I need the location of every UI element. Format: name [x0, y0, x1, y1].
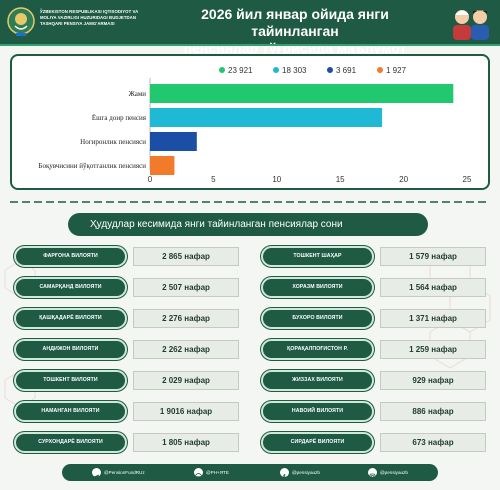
facebook-icon: f	[280, 468, 289, 482]
region-name: СИРДАРЁ ВИЛОЯТИ	[261, 432, 374, 453]
region-value: 2 507 нафар	[133, 278, 239, 297]
page-title: 2026 йил январ ойида янги тайинланган пе…	[183, 6, 407, 56]
region-name: ФАРҒОНА ВИЛОЯТИ	[14, 246, 127, 267]
footer-social-bar: @PensionFundRUz @PH+ЯТЕ f @pensiyauzb @p…	[62, 464, 438, 482]
region-value: 1 564 нафар	[380, 278, 486, 297]
region-value: 1 805 нафар	[133, 433, 239, 452]
x-tick-label: 0	[148, 175, 153, 184]
x-tick-label: 15	[336, 175, 345, 184]
x-tick-label: 5	[211, 175, 216, 184]
region-name: НАМАНГАН ВИЛОЯТИ	[14, 401, 127, 422]
header-bar: ЎZBEKISTON RESPUBLIKASI IQTISODIYOT VA M…	[0, 0, 500, 56]
facebook-link[interactable]: f @pensiyauzb	[280, 464, 320, 482]
category-label: Жами	[129, 90, 147, 98]
decorative-divider	[10, 201, 490, 203]
legend-label: 3 691	[336, 66, 357, 75]
bar-2	[150, 132, 197, 151]
region-value: 886 нафар	[380, 402, 486, 421]
region-value: 1 9016 нафар	[133, 402, 239, 421]
region-name: ТОШКЕНТ ВИЛОЯТИ	[14, 370, 127, 391]
region-name: ҚОРАҚАЛПОҒИСТОН Р.	[261, 339, 374, 360]
legend-marker	[219, 67, 225, 73]
header-divider	[0, 44, 500, 46]
svg-text:f: f	[283, 475, 286, 482]
region-value: 673 нафар	[380, 433, 486, 452]
telegram-link[interactable]: @PensionFundRUz	[92, 464, 145, 481]
region-name: ХОРАЗМ ВИЛОЯТИ	[261, 277, 374, 298]
pension-chart-panel: Жами Ёшга доир пенсия Ногиронлик пенсияси Б…	[10, 54, 490, 190]
x-tick-label: 25	[463, 175, 472, 184]
state-emblem-icon	[7, 7, 35, 36]
x-tick-label: 10	[272, 175, 281, 184]
region-name: СУРХОНДАРЁ ВИЛОЯТИ	[14, 432, 127, 453]
region-value: 1 371 нафар	[380, 309, 486, 328]
category-label: Ногиронлик пенсияси	[80, 138, 146, 146]
region-name: ТОШКЕНТ ШАҲАР	[261, 246, 374, 267]
region-name: САМАРҚАНД ВИЛОЯТИ	[14, 277, 127, 298]
legend-label: 1 927	[386, 66, 407, 75]
organization-name: ЎZBEKISTON RESPUBLIKASI IQTISODIYOT VA M…	[40, 9, 139, 27]
category-label: Ёшга доир пенсия	[92, 114, 147, 122]
bar-1	[150, 108, 383, 127]
instagram-link[interactable]: @pensiyauzb	[368, 464, 408, 481]
region-value: 2 029 нафар	[133, 371, 239, 390]
region-name: НАВОИЙ ВИЛОЯТИ	[261, 401, 374, 422]
category-label: Боқувчисини йўқотганлик пенсияси	[38, 162, 146, 170]
globe-icon	[194, 468, 203, 480]
region-name: ЖИЗЗАХ ВИЛОЯТИ	[261, 370, 374, 391]
region-value: 2 865 нафар	[133, 247, 239, 266]
region-value: 929 нафар	[380, 371, 486, 390]
x-tick-label: 20	[399, 175, 408, 184]
region-value: 1 259 нафар	[380, 340, 486, 359]
telegram-icon	[92, 468, 101, 479]
region-value: 1 579 нафар	[380, 247, 486, 266]
pension-bar-chart: Жами Ёшга доир пенсия Ногиронлик пенсияси Б…	[38, 66, 472, 184]
legend-label: 23 921	[228, 66, 253, 75]
regions-section-title: Ҳудудлар кесимида янги тайинланган пенси…	[68, 213, 428, 236]
legend-marker	[273, 67, 279, 73]
region-name: АНДИЖОН ВИЛОЯТИ	[14, 339, 127, 360]
legend-marker	[377, 67, 383, 73]
bar-3	[150, 156, 175, 175]
instagram-icon	[368, 468, 377, 480]
legend-label: 18 303	[282, 66, 307, 75]
website-link[interactable]: @PH+ЯТЕ	[194, 464, 229, 481]
region-value: 2 276 нафар	[133, 309, 239, 328]
region-value: 2 262 нафар	[133, 340, 239, 359]
region-name: ҚАШҚАДАРЁ ВИЛОЯТИ	[14, 308, 127, 329]
legend-marker	[327, 67, 333, 73]
region-name: БУХОРО ВИЛОЯТИ	[261, 308, 374, 329]
bar-0	[150, 84, 454, 103]
pensioners-illustration-icon	[453, 10, 489, 40]
